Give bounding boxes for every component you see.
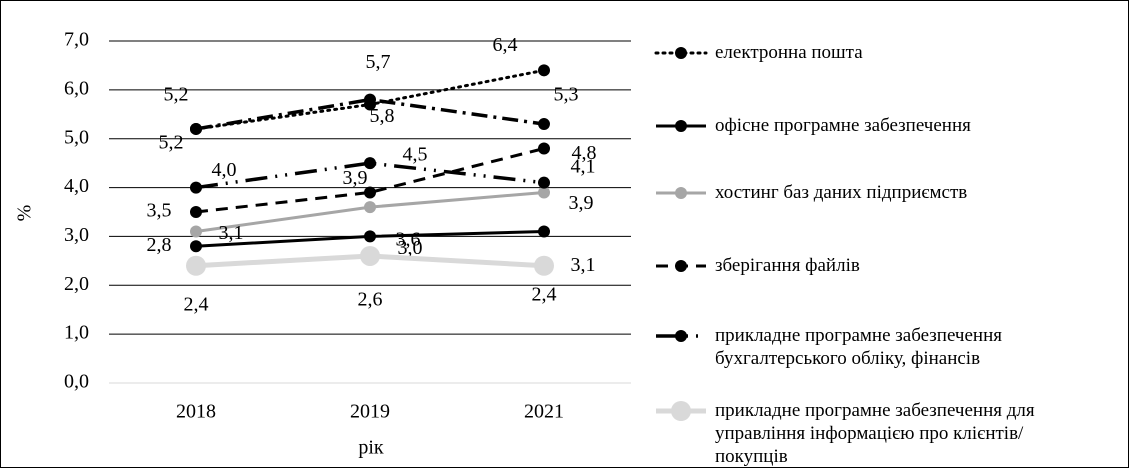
point — [538, 186, 550, 199]
data-label: 3,0 — [398, 237, 423, 259]
data-label: 3,9 — [569, 192, 594, 214]
point — [190, 240, 202, 253]
y-tick-label: 7,0 — [64, 29, 89, 51]
y-axis-label: % — [14, 205, 36, 222]
legend-label: хостинг баз даних підприємств — [715, 182, 968, 203]
point — [538, 142, 550, 155]
data-label: 4,5 — [403, 144, 428, 166]
point — [538, 64, 550, 77]
point — [190, 181, 202, 194]
point — [364, 93, 376, 106]
legend-label: прикладне програмне забезпечення для упр… — [715, 400, 1035, 467]
data-label: 4,0 — [212, 159, 237, 181]
legend-marker — [675, 187, 687, 199]
legend-label: електронна пошта — [715, 42, 863, 63]
legend-label: прикладне програмне забезпечення бухгалт… — [715, 325, 1002, 369]
series-line — [195, 97, 545, 131]
point — [364, 230, 376, 243]
data-label: 2,8 — [147, 234, 172, 256]
y-tick-label: 2,0 — [64, 273, 89, 295]
data-label: 4,1 — [571, 155, 596, 177]
data-label: 3,5 — [147, 200, 172, 222]
data-label: 5,2 — [164, 84, 189, 106]
legend-marker — [675, 330, 687, 342]
data-label: 3,1 — [219, 222, 244, 244]
data-label: 5,8 — [370, 105, 395, 127]
legend-marker — [671, 401, 691, 421]
legend-marker — [675, 47, 687, 59]
data-label: 6,4 — [493, 34, 518, 56]
data-label: 2,6 — [358, 289, 383, 311]
x-tick-label: 2018 — [176, 401, 216, 423]
data-label: 4,8 — [572, 142, 597, 164]
data-label: 3,1 — [571, 254, 596, 276]
point — [534, 255, 554, 276]
y-tick-label: 1,0 — [64, 322, 89, 344]
data-label: 5,3 — [554, 84, 579, 106]
point — [190, 206, 202, 218]
data-label: 5,2 — [159, 132, 184, 154]
data-label: 2,4 — [532, 283, 557, 305]
y-tick-label: 0,0 — [64, 371, 89, 393]
y-tick-label: 6,0 — [64, 77, 89, 99]
point — [364, 186, 376, 199]
legend-label: зберігання файлів — [715, 255, 860, 276]
series-line — [195, 161, 545, 190]
legend-marker — [675, 260, 687, 272]
point — [538, 225, 550, 238]
point — [364, 201, 376, 214]
y-tick-label: 3,0 — [64, 224, 89, 246]
x-tick-label: 2019 — [350, 401, 390, 423]
legend-marker — [675, 120, 687, 132]
point — [190, 225, 202, 238]
point — [360, 245, 380, 266]
data-label: 2,4 — [184, 293, 209, 315]
data-label: 5,7 — [366, 51, 391, 73]
y-tick-label: 4,0 — [64, 175, 89, 197]
legend-label: офісне програмне забезпечення — [715, 115, 971, 136]
y-tick-label: 5,0 — [64, 126, 89, 148]
point — [186, 255, 206, 276]
x-axis-label: рік — [358, 437, 384, 459]
x-tick-label: 2021 — [524, 401, 564, 423]
point — [190, 122, 202, 135]
point — [538, 176, 550, 189]
point — [538, 118, 550, 131]
point — [364, 157, 376, 170]
data-label: 3,6 — [396, 229, 421, 251]
data-label: 3,9 — [343, 167, 368, 189]
